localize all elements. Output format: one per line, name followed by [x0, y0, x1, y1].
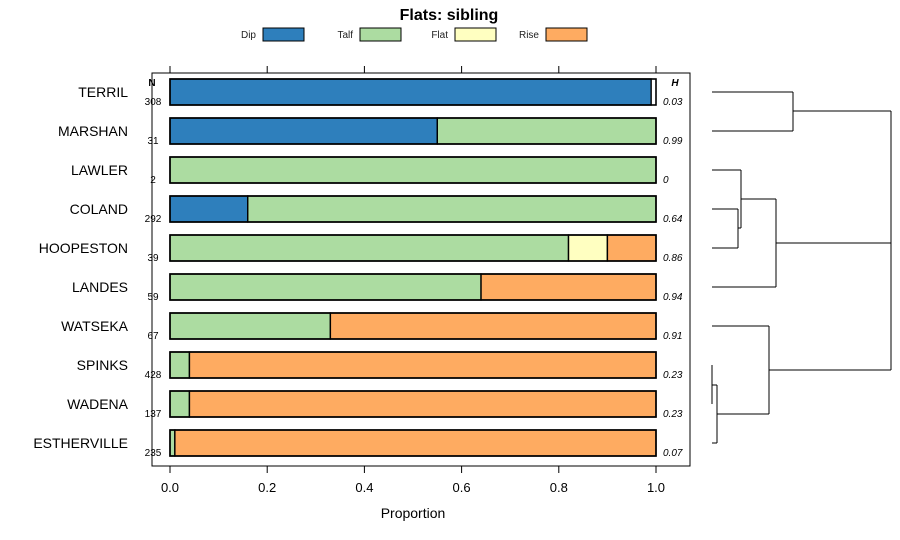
legend-label-talf: Talf [337, 30, 353, 41]
row-h: 0.23 [663, 370, 683, 381]
bar-outline [169, 273, 657, 301]
row-h: 0 [663, 175, 669, 186]
row-h: 0.86 [663, 253, 683, 264]
row-n: 31 [147, 136, 159, 147]
bar-dip [169, 195, 249, 223]
bar-outline [169, 390, 657, 418]
row-terril: TERRIL 308 0.03 [78, 78, 683, 108]
plot-frame [151, 72, 691, 467]
legend-swatch-flat [454, 27, 497, 42]
legend-swatch-dip [262, 27, 305, 42]
row-hoopeston: HOOPESTON 39 0.86 [39, 234, 683, 264]
row-n: 235 [145, 448, 162, 459]
x-tick-label: 0.2 [258, 480, 276, 495]
bar-talf [247, 195, 657, 223]
legend-label-rise: Rise [519, 30, 539, 41]
bar-talf [169, 390, 191, 418]
row-label: HOOPESTON [39, 240, 128, 256]
chart-title: Flats: sibling [400, 7, 499, 24]
row-estherville: ESTHERVILLE 235 0.07 [33, 429, 683, 459]
bar-rise [329, 312, 657, 340]
row-label: ESTHERVILLE [33, 435, 128, 451]
row-label: TERRIL [78, 84, 128, 100]
bar-outline [169, 312, 657, 340]
row-h: 0.23 [663, 409, 683, 420]
bar-outline [169, 156, 657, 184]
legend: Dip Talf Flat Rise [241, 27, 588, 42]
x-axis-title: Proportion [381, 505, 446, 521]
row-label: SPINKS [77, 357, 128, 373]
row-h: 0.99 [663, 136, 683, 147]
row-n: 59 [147, 292, 159, 303]
row-label: COLAND [70, 201, 128, 217]
row-label: LAWLER [71, 162, 128, 178]
bar-rise [480, 273, 657, 301]
dendrogram [711, 91, 892, 444]
bar-rise [606, 234, 657, 262]
x-tick-label: 1.0 [647, 480, 665, 495]
row-n: 308 [145, 97, 162, 108]
bar-rise [188, 351, 657, 379]
bar-talf [169, 273, 482, 301]
bar-talf [169, 234, 570, 262]
row-h: 0.91 [663, 331, 682, 342]
row-h: 0.03 [663, 97, 683, 108]
row-label: WATSEKA [61, 318, 129, 334]
row-lawler: LAWLER 2 0 [71, 156, 669, 186]
bar-dip [169, 78, 652, 106]
row-label: WADENA [67, 396, 129, 412]
legend-swatch-rise [545, 27, 588, 42]
bar-outline [169, 429, 657, 457]
bar-talf [169, 351, 191, 379]
row-n: 292 [145, 214, 162, 225]
bar-dip [169, 117, 438, 145]
row-watseka: WATSEKA 67 0.91 [61, 312, 682, 342]
row-n: 2 [150, 175, 156, 186]
row-marshan: MARSHAN 31 0.99 [58, 117, 683, 147]
bar-talf [436, 117, 657, 145]
top-ticks [169, 66, 657, 73]
x-tick-label: 0.6 [453, 480, 471, 495]
x-tick-label: 0.4 [355, 480, 373, 495]
legend-swatch-talf [359, 27, 402, 42]
row-n: 67 [147, 331, 159, 342]
x-axis: 0.0 0.2 0.4 0.6 0.8 1.0 [161, 466, 665, 495]
bar-outline [169, 195, 657, 223]
row-n: 428 [145, 370, 162, 381]
legend-label-dip: Dip [241, 30, 256, 41]
legend-label-flat: Flat [431, 30, 448, 41]
row-wadena: WADENA 137 0.23 [67, 390, 683, 420]
bar-rows: TERRIL 308 0.03 MARSHAN 31 0.99 LAWLER 2 0 COLAND… [33, 78, 683, 459]
bar-talf [169, 156, 657, 184]
bar-rise [188, 390, 657, 418]
bar-outline [169, 117, 657, 145]
bar-talf [169, 312, 332, 340]
h-header: H [671, 78, 679, 89]
row-spinks: SPINKS 428 0.23 [77, 351, 683, 381]
row-n: 39 [147, 253, 159, 264]
bar-outline [169, 351, 657, 379]
bar-outline [169, 234, 657, 262]
n-header: N [148, 78, 155, 89]
row-label: MARSHAN [58, 123, 128, 139]
x-tick-label: 0.8 [550, 480, 568, 495]
bar-flat [567, 234, 609, 262]
row-coland: COLAND 292 0.64 [70, 195, 683, 225]
row-landes: LANDES 59 0.94 [72, 273, 683, 303]
row-h: 0.94 [663, 292, 683, 303]
row-n: 137 [145, 409, 162, 420]
row-h: 0.64 [663, 214, 683, 225]
bar-rise [174, 429, 657, 457]
row-h: 0.07 [663, 448, 683, 459]
x-tick-label: 0.0 [161, 480, 179, 495]
bar-outline [169, 78, 657, 106]
row-label: LANDES [72, 279, 128, 295]
